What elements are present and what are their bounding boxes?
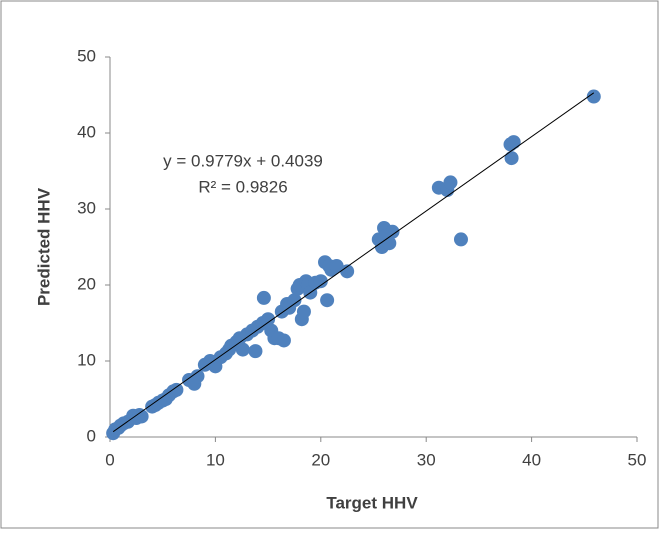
point bbox=[443, 175, 458, 190]
y-tick-label: 40 bbox=[77, 122, 96, 141]
point bbox=[506, 135, 521, 150]
point bbox=[276, 333, 291, 348]
r-squared: R² = 0.9826 bbox=[198, 177, 287, 196]
point bbox=[287, 293, 302, 308]
point bbox=[453, 232, 468, 247]
y-tick-label: 10 bbox=[77, 350, 96, 369]
point bbox=[313, 274, 328, 289]
point bbox=[169, 382, 184, 397]
point bbox=[190, 369, 205, 384]
point bbox=[586, 89, 601, 104]
y-tick-label: 50 bbox=[77, 46, 96, 65]
point bbox=[248, 344, 263, 359]
y-tick-label: 0 bbox=[87, 426, 96, 445]
x-tick-label: 40 bbox=[522, 450, 541, 469]
trendline bbox=[112, 92, 595, 433]
x-tick-label: 30 bbox=[417, 450, 436, 469]
y-axis-label: Predicted HHV bbox=[34, 187, 53, 306]
point bbox=[256, 290, 271, 305]
point bbox=[235, 342, 250, 357]
equation: y = 0.9779x + 0.4039 bbox=[163, 151, 323, 170]
x-tick-label: 0 bbox=[105, 450, 114, 469]
y-tick-label: 20 bbox=[77, 274, 96, 293]
point bbox=[134, 409, 149, 424]
x-tick-label: 20 bbox=[311, 450, 330, 469]
point bbox=[296, 304, 311, 319]
point bbox=[504, 151, 519, 166]
point bbox=[385, 224, 400, 239]
point bbox=[261, 312, 276, 327]
x-tick-label: 10 bbox=[206, 450, 225, 469]
point bbox=[329, 259, 344, 273]
y-tick-label: 30 bbox=[77, 198, 96, 217]
point bbox=[320, 293, 335, 308]
point bbox=[340, 264, 355, 279]
x-axis-label: Target HHV bbox=[326, 493, 418, 512]
x-tick-label: 50 bbox=[628, 450, 647, 469]
